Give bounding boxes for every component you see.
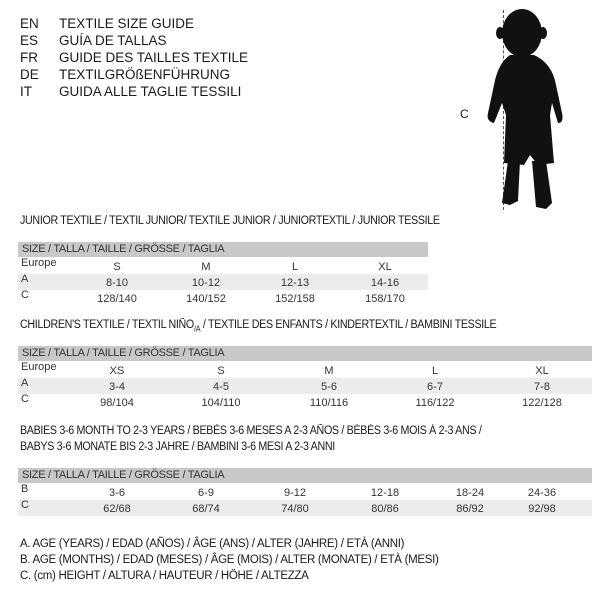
height-measure-line <box>503 10 504 210</box>
babies-size-bar: SIZE / TALLA / TAILLE / GRÖSSE / TAGLIA <box>18 468 592 483</box>
language-code: DE <box>20 67 39 82</box>
table-cell: 110/116 <box>309 397 349 409</box>
header-line: ES GUÍA DE TALLAS <box>20 33 167 48</box>
table-cell: 68/74 <box>192 503 220 515</box>
header-text: GUIDA ALLE TAGLIE TESSILI <box>59 84 242 99</box>
legend-a: A. AGE (YEARS) / EDAD (AÑOS) / ÂGE (ANS)… <box>20 538 405 550</box>
table-cell: 92/98 <box>528 503 556 515</box>
table-cell: L <box>291 261 299 273</box>
table-cell: 7-8 <box>534 381 550 393</box>
table-cell: 14-16 <box>370 277 400 289</box>
height-label: C <box>460 107 469 121</box>
junior-size-bar: SIZE / TALLA / TAILLE / GRÖSSE / TAGLIA <box>18 242 428 257</box>
table-cell: 24-36 <box>527 487 557 499</box>
babies-table-row: B 3-6 6-9 9-12 12-18 18-24 24-36 <box>18 483 592 500</box>
header-line: EN TEXTILE SIZE GUIDE <box>20 16 194 31</box>
row-label: C <box>21 289 29 301</box>
table-cell: 62/68 <box>103 503 131 515</box>
table-cell: XL <box>535 365 549 377</box>
language-code: FR <box>20 50 38 65</box>
table-cell: 3-6 <box>109 487 125 499</box>
babies-title-line2: BABYS 3-6 MONATE BIS 2-3 JAHRE / BAMBINI… <box>20 441 335 453</box>
table-cell: 3-4 <box>109 381 125 393</box>
children-table-row: A 3-4 4-5 5-6 6-7 7-8 <box>18 377 592 394</box>
table-cell: S <box>217 365 225 377</box>
table-cell: 5-6 <box>321 381 337 393</box>
table-cell: S <box>113 261 121 273</box>
header-text: GUÍA DE TALLAS <box>59 33 167 48</box>
table-cell: 10-12 <box>191 277 221 289</box>
child-silhouette-icon <box>487 9 563 209</box>
table-cell: 140/152 <box>186 293 226 305</box>
row-label: C <box>21 499 29 511</box>
junior-table-row: C 128/140 140/152 152/158 158/170 <box>18 289 428 306</box>
table-cell: 6-7 <box>427 381 443 393</box>
table-cell: 9-12 <box>283 487 307 499</box>
children-table-row: C 98/104 104/110 110/116 116/122 122/128 <box>18 393 592 410</box>
children-title-sub: /A <box>193 324 201 334</box>
row-label: A <box>21 377 29 389</box>
header-line: IT GUIDA ALLE TAGLIE TESSILI <box>20 84 241 99</box>
table-cell: 74/80 <box>281 503 309 515</box>
row-label: Europe <box>21 257 57 269</box>
table-cell: 116/122 <box>415 397 455 409</box>
table-cell: 12-18 <box>370 487 400 499</box>
row-label: B <box>21 483 29 495</box>
table-cell: 18-24 <box>455 487 485 499</box>
header-text: TEXTILE SIZE GUIDE <box>59 16 195 31</box>
table-cell: 80/86 <box>371 503 399 515</box>
table-cell: 98/104 <box>100 397 134 409</box>
header-line: DE TEXTILGRÖßENFÜHRUNG <box>20 67 230 82</box>
legend-b: B. AGE (MONTHS) / EDAD (MESES) / ÂGE (MO… <box>20 554 439 566</box>
table-cell: XL <box>378 261 392 273</box>
row-label: A <box>21 273 29 285</box>
babies-title-line1: BABIES 3-6 MONTH TO 2-3 YEARS / BEBÉS 3-… <box>20 425 482 437</box>
header-text: TEXTILGRÖßENFÜHRUNG <box>59 67 231 82</box>
table-cell: 12-13 <box>280 277 310 289</box>
language-code: EN <box>20 16 39 31</box>
table-cell: 8-10 <box>105 277 129 289</box>
table-cell: 152/158 <box>275 293 315 305</box>
table-cell: 128/140 <box>97 293 137 305</box>
language-code: ES <box>20 33 39 48</box>
table-cell: 122/128 <box>522 397 562 409</box>
junior-table-row: Europe S M L XL <box>18 257 428 274</box>
children-table-row: Europe XS S M L XL <box>18 361 592 378</box>
language-code: IT <box>20 84 32 99</box>
row-label: Europe <box>21 361 57 373</box>
children-title: CHILDREN'S TEXTILE / TEXTIL NIÑO/A / TEX… <box>20 319 497 334</box>
table-cell: 6-9 <box>198 487 214 499</box>
table-cell: 86/92 <box>456 503 484 515</box>
header-line: FR GUIDE DES TAILLES TEXTILE <box>20 50 248 65</box>
children-title-a: CHILDREN'S TEXTILE / TEXTIL NIÑO <box>20 319 194 331</box>
table-cell: 158/170 <box>365 293 405 305</box>
junior-table-row: A 8-10 10-12 12-13 14-16 <box>18 273 428 290</box>
table-cell: L <box>431 365 439 377</box>
table-cell: 104/110 <box>201 397 241 409</box>
children-size-bar: SIZE / TALLA / TAILLE / GRÖSSE / TAGLIA <box>18 346 592 361</box>
children-title-b: / TEXTILE DES ENFANTS / KINDERTEXTIL / B… <box>200 319 497 331</box>
table-cell: M <box>201 261 211 273</box>
legend-c: C. (cm) HEIGHT / ALTURA / HAUTEUR / HÖHE… <box>20 570 309 582</box>
junior-title: JUNIOR TEXTILE / TEXTIL JUNIOR/ TEXTILE … <box>20 215 440 227</box>
babies-table-row: C 62/68 68/74 74/80 80/86 86/92 92/98 <box>18 499 592 516</box>
header-text: GUIDE DES TAILLES TEXTILE <box>59 50 249 65</box>
table-cell: M <box>324 365 334 377</box>
table-cell: 4-5 <box>213 381 229 393</box>
table-cell: XS <box>109 365 125 377</box>
row-label: C <box>21 393 29 405</box>
